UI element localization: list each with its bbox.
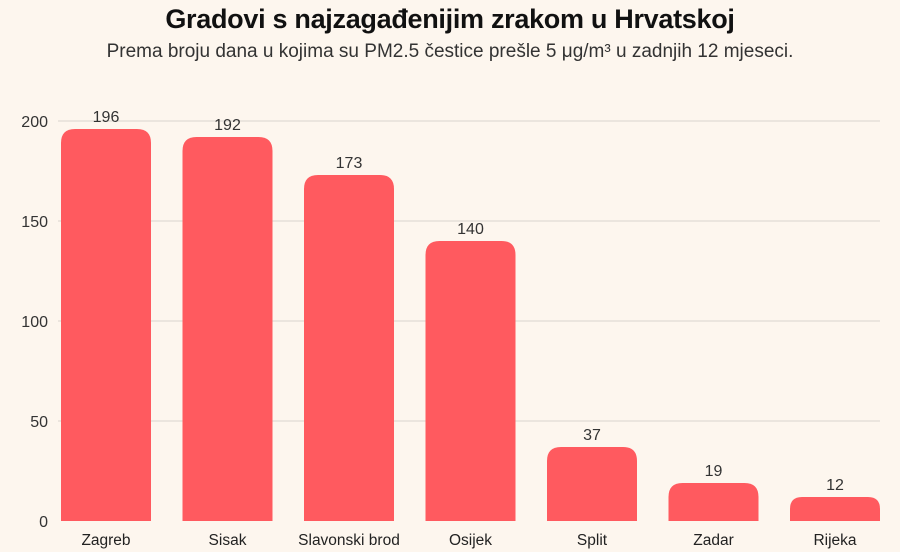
data-label: 12 [826,477,844,494]
data-label: 37 [583,427,601,444]
bar-zagreb [61,129,151,521]
bar-split [547,447,637,521]
y-tick-label: 0 [39,514,48,531]
data-label: 140 [457,221,484,238]
data-label: 19 [705,463,723,480]
y-tick-label: 100 [21,314,48,331]
chart-title: Gradovi s najzagađenijim zrakom u Hrvats… [165,4,735,34]
x-tick-label: Zagreb [81,532,130,549]
y-tick-label: 50 [30,414,48,431]
chart-subtitle: Prema broju dana u kojima su PM2.5 česti… [106,41,794,62]
x-tick-label: Rijeka [813,532,856,549]
y-tick-label: 150 [21,214,48,231]
bar-osijek [425,241,516,521]
bar-rijeka [790,497,880,521]
x-tick-label: Osijek [449,532,492,549]
data-label: 196 [93,109,120,126]
x-tick-label: Split [577,532,608,549]
data-label: 173 [336,155,363,172]
x-tick-label: Zadar [693,532,734,549]
bar-slavonski-brod [304,175,394,521]
data-label: 192 [214,117,241,134]
bar-sisak [182,137,273,521]
x-tick-label: Sisak [209,532,247,549]
y-tick-label: 200 [21,114,48,131]
x-tick-label: Slavonski brod [298,532,400,549]
bar-zadar [668,483,759,521]
